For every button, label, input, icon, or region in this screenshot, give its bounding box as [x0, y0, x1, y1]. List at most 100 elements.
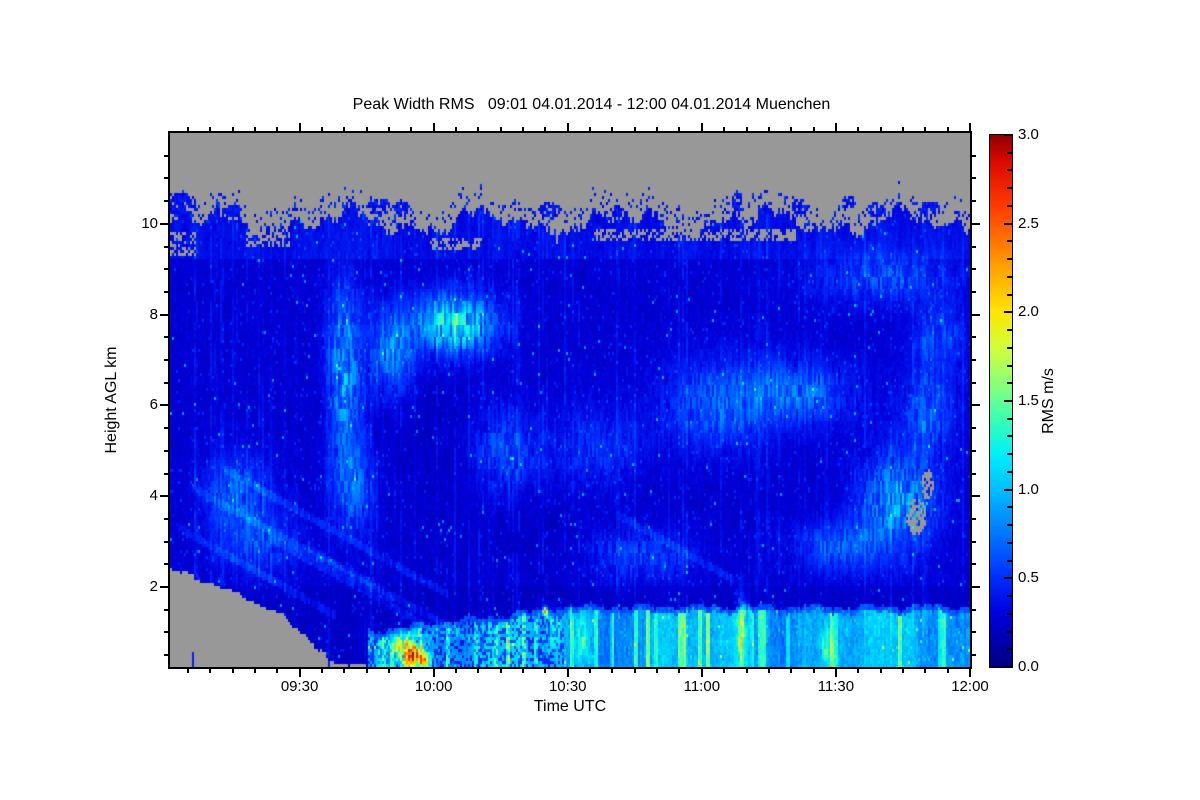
- y-tick: [164, 654, 168, 657]
- colorbar-tick: [1007, 417, 1012, 420]
- chart-title: Peak Width RMS 09:01 04.01.2014 - 12:00 …: [352, 96, 831, 113]
- x-tick: [901, 127, 904, 131]
- colorbar-tick: [1007, 293, 1012, 296]
- x-tick-label: 10:30: [548, 678, 587, 695]
- x-tick-label: 11:00: [683, 678, 721, 695]
- x-tick: [477, 669, 480, 673]
- y-tick: [164, 517, 168, 520]
- x-tick: [186, 669, 189, 673]
- colorbar-tick: [1007, 524, 1012, 527]
- x-tick: [969, 123, 971, 131]
- x-tick: [276, 669, 279, 673]
- colorbar-tick-label: 0.5: [1018, 569, 1039, 587]
- x-tick: [633, 127, 636, 131]
- x-tick: [320, 669, 323, 673]
- y-tick: [972, 336, 976, 339]
- x-tick: [790, 669, 793, 673]
- x-tick: [790, 127, 793, 131]
- x-tick: [745, 669, 748, 673]
- x-tick: [365, 127, 368, 131]
- y-tick: [164, 427, 168, 430]
- x-tick: [522, 669, 525, 673]
- x-tick: [253, 669, 256, 673]
- colorbar-tick-label: 1.5: [1018, 392, 1039, 409]
- colorbar-tick: [1007, 470, 1012, 473]
- y-tick: [972, 427, 976, 430]
- x-tick: [298, 123, 301, 131]
- x-tick: [857, 127, 860, 131]
- y-tick: [972, 495, 980, 498]
- colorbar-tick: [1007, 453, 1012, 456]
- x-tick-label: 09:30: [280, 678, 319, 695]
- y-tick: [164, 472, 168, 475]
- x-tick: [946, 669, 949, 673]
- x-tick: [387, 669, 390, 673]
- y-tick: [972, 586, 980, 589]
- x-tick: [812, 669, 815, 673]
- x-tick: [700, 123, 703, 131]
- x-tick: [566, 669, 569, 677]
- colorbar-tick: [1007, 506, 1012, 509]
- y-tick: [160, 313, 168, 316]
- x-tick-label: 10:00: [414, 678, 453, 695]
- y-tick: [164, 563, 168, 566]
- x-tick: [924, 669, 927, 673]
- x-tick: [678, 669, 681, 673]
- colorbar-tick: [1004, 577, 1012, 580]
- colorbar-tick-label: 2.5: [1018, 214, 1039, 232]
- x-tick: [611, 669, 614, 673]
- x-tick: [432, 669, 435, 677]
- heatmap-plot-frame: [168, 131, 972, 669]
- colorbar-tick: [1007, 541, 1012, 544]
- y-tick: [160, 404, 168, 407]
- x-tick: [231, 127, 234, 131]
- y-tick: [972, 472, 976, 475]
- y-tick: [972, 449, 976, 452]
- x-tick: [432, 123, 435, 131]
- x-tick: [969, 669, 971, 677]
- colorbar-tick: [1004, 666, 1012, 668]
- y-tick: [972, 540, 976, 543]
- heatmap-canvas: [170, 133, 970, 667]
- x-tick: [611, 127, 614, 131]
- y-tick: [164, 449, 168, 452]
- x-tick: [656, 669, 659, 673]
- x-tick: [320, 127, 323, 131]
- x-tick: [544, 669, 547, 673]
- colorbar-tick: [1007, 187, 1012, 190]
- y-tick: [164, 608, 168, 611]
- x-tick: [589, 127, 592, 131]
- colorbar-tick: [1004, 488, 1012, 491]
- y-tick: [160, 222, 168, 225]
- colorbar-tick-label: 2.0: [1018, 303, 1039, 321]
- x-tick: [767, 127, 770, 131]
- y-tick: [972, 177, 976, 180]
- colorbar-tick: [1007, 364, 1012, 367]
- x-tick: [767, 669, 770, 673]
- y-tick: [164, 200, 168, 203]
- y-tick: [164, 336, 168, 339]
- y-tick-label: 8: [149, 305, 158, 323]
- x-tick: [946, 127, 949, 131]
- x-tick: [879, 669, 882, 673]
- y-tick: [972, 517, 976, 520]
- x-tick-label: 11:30: [817, 678, 855, 695]
- colorbar-tick: [1007, 435, 1012, 438]
- colorbar-canvas: [990, 135, 1012, 667]
- x-tick: [589, 669, 592, 673]
- x-tick: [834, 123, 837, 131]
- colorbar-tick: [1007, 559, 1012, 562]
- x-tick: [834, 669, 837, 677]
- x-tick: [857, 669, 860, 673]
- colorbar-tick: [1007, 258, 1012, 261]
- x-tick: [231, 669, 234, 673]
- x-tick: [209, 127, 212, 131]
- colorbar-tick: [1007, 204, 1012, 207]
- y-tick: [160, 586, 168, 589]
- y-tick: [972, 563, 976, 566]
- colorbar-frame: [989, 134, 1013, 668]
- y-tick: [972, 268, 976, 271]
- y-tick: [972, 200, 976, 203]
- colorbar-tick: [1004, 311, 1012, 314]
